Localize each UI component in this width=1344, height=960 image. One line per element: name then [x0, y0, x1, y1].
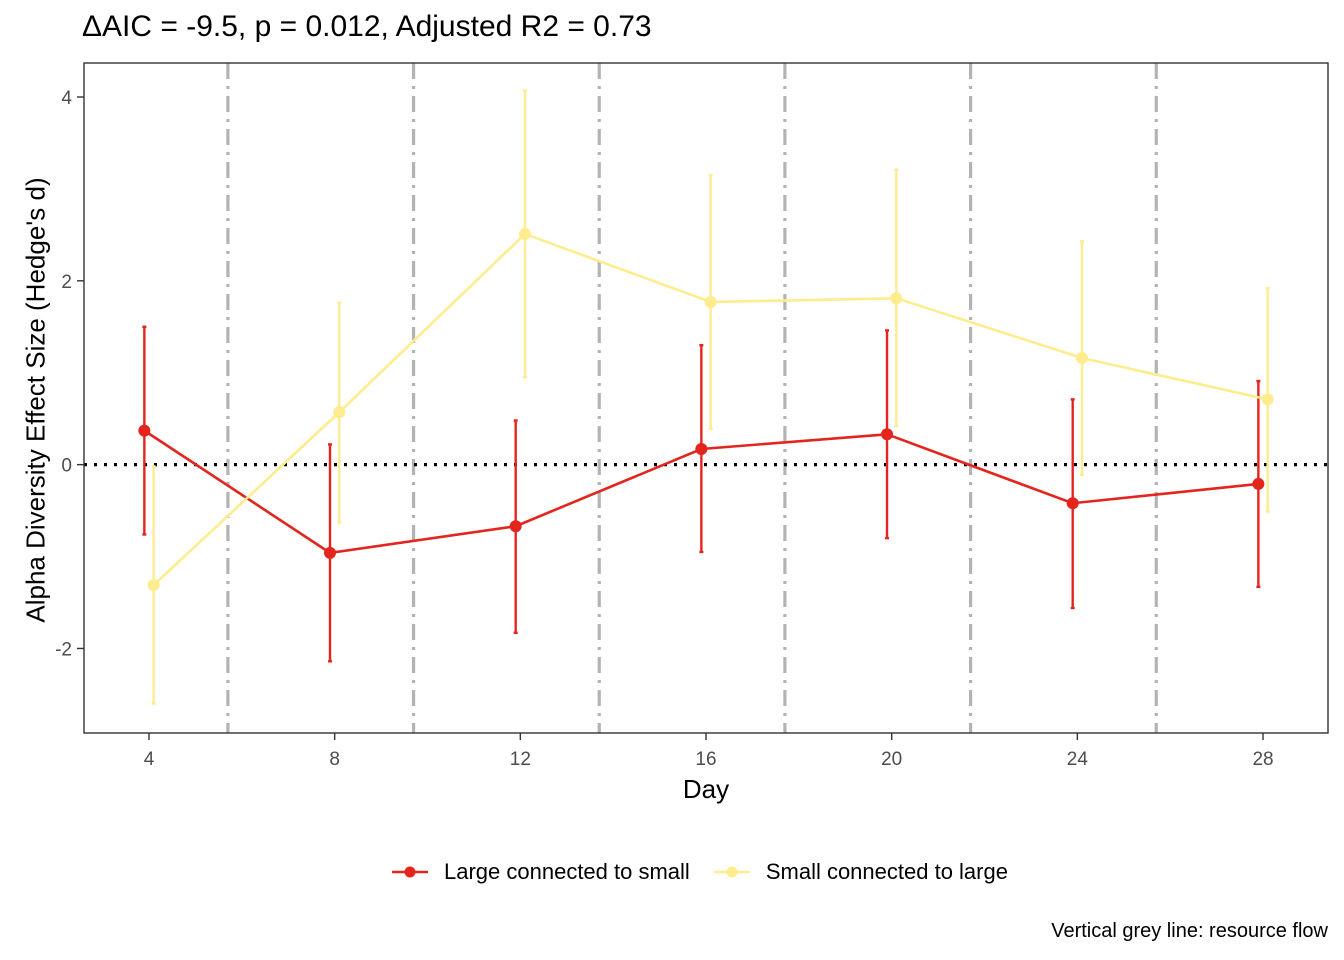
x-tick-label: 20 [881, 749, 902, 770]
legend-item-large-connected-to-small: Large connected to small [390, 856, 690, 888]
data-point [138, 424, 151, 437]
x-tick-label: 12 [510, 749, 531, 770]
data-point [1066, 497, 1079, 510]
legend-key-small-connected-to-large [713, 866, 750, 878]
data-point [704, 295, 717, 308]
x-axis-label: Day [682, 774, 730, 804]
x-tick-label: 8 [329, 749, 340, 770]
data-point [518, 227, 531, 240]
legend-item-small-connected-to-large: Small connected to large [712, 856, 1008, 888]
plot-panel-border [83, 62, 1329, 734]
y-tick-label: -2 [55, 639, 72, 660]
x-tick-label: 28 [1252, 749, 1273, 770]
legend-label-small-connected-to-large: Small connected to large [765, 859, 1008, 884]
data-point [881, 428, 894, 441]
y-tick-label: 4 [61, 88, 72, 109]
series-small-connected-to-large [147, 89, 1274, 705]
data-point [1261, 393, 1274, 406]
data-point [890, 292, 903, 305]
legend-key-large-connected-to-small [392, 866, 428, 878]
data-point [333, 406, 346, 419]
y-tick-label: 0 [61, 456, 72, 477]
data-point [1075, 352, 1088, 365]
chart-title: ΔAIC = -9.5, p = 0.012, Adjusted R2 = 0.… [82, 10, 652, 43]
data-point [1252, 477, 1265, 490]
series-large-connected-to-small [138, 325, 1265, 663]
data-point [324, 546, 337, 559]
data-point [147, 579, 160, 592]
y-axis-label: Alpha Diversity Effect Size (Hedge's d) [20, 177, 51, 623]
data-point [509, 520, 522, 533]
legend: Large connected to small Small connected… [390, 856, 1030, 888]
x-tick-label: 4 [144, 749, 155, 770]
y-tick-label: 2 [61, 272, 72, 293]
data-point [695, 443, 708, 456]
x-tick-label: 16 [695, 749, 716, 770]
legend-label-large-connected-to-small: Large connected to small [444, 859, 690, 884]
chart-caption: Vertical grey line: resource flow [1051, 920, 1328, 942]
x-tick-label: 24 [1067, 749, 1089, 770]
